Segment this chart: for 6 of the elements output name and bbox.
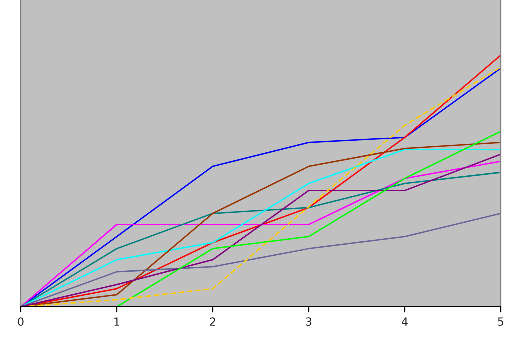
x-tick-label: 4 xyxy=(402,318,408,326)
x-tick-label: 3 xyxy=(306,318,312,326)
x-tick-label: 2 xyxy=(210,318,216,326)
x-tick-label: 0 xyxy=(18,318,24,326)
x-tick-label: 5 xyxy=(498,318,504,326)
x-tick-label: 1 xyxy=(114,318,120,326)
